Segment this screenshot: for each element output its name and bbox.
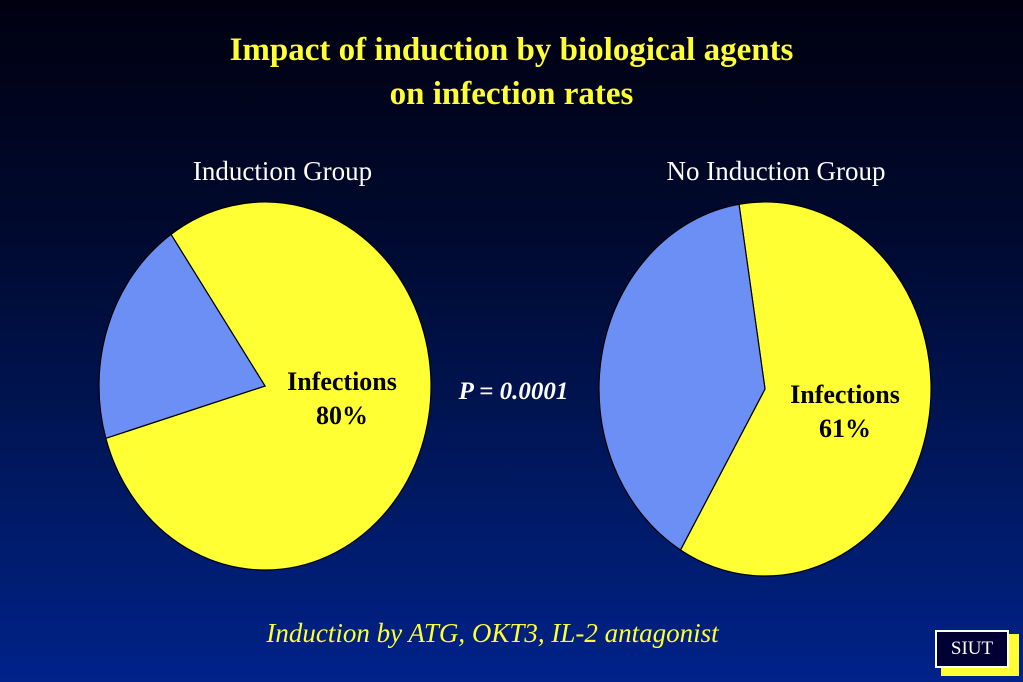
p-value-symbol: P bbox=[458, 378, 473, 405]
induction-group-title: Induction Group bbox=[192, 156, 373, 186]
siut-badge: SIUT bbox=[935, 630, 1009, 668]
slide-title-line-1: Impact of induction by biological agents bbox=[229, 32, 794, 68]
no-induction-other-slice bbox=[598, 203, 766, 551]
induction-infections-name: Infections bbox=[287, 367, 397, 396]
induction-other-slice bbox=[98, 233, 266, 440]
induction-infections-slice bbox=[105, 201, 432, 571]
no-induction-infections-label: Infections 61% bbox=[765, 378, 925, 446]
footnote: Induction by ATG, OKT3, IL-2 antagonist bbox=[266, 618, 719, 648]
no-induction-group-title: No Induction Group bbox=[666, 156, 886, 186]
slide-title: Impact of induction by biological agents… bbox=[0, 28, 1023, 116]
induction-pie bbox=[98, 201, 432, 571]
induction-infections-value: 80% bbox=[316, 401, 368, 430]
no-induction-infections-slice bbox=[679, 201, 932, 577]
no-induction-infections-name: Infections bbox=[790, 380, 900, 409]
p-value-number: = 0.0001 bbox=[472, 378, 569, 405]
no-induction-infections-value: 61% bbox=[819, 414, 871, 443]
slide-title-line-2: on infection rates bbox=[389, 76, 634, 112]
no-induction-pie bbox=[598, 201, 932, 577]
induction-infections-label: Infections 80% bbox=[262, 365, 422, 433]
p-value: P = 0.0001 bbox=[436, 378, 591, 406]
